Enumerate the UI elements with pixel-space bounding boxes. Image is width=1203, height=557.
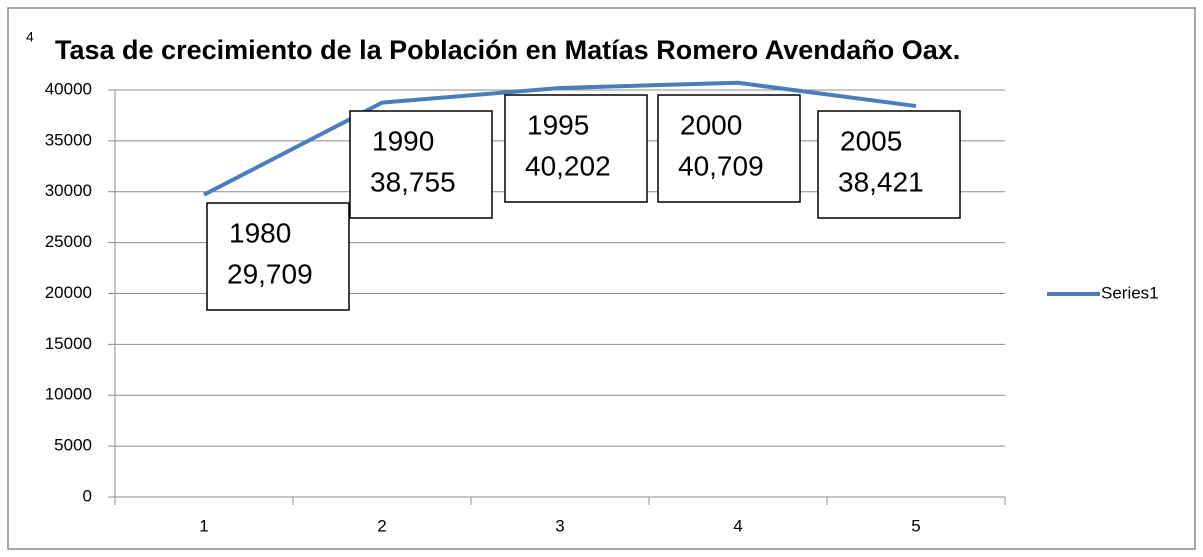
x-tick-label: 3 — [555, 516, 564, 535]
label-year: 2005 — [840, 125, 902, 156]
label-box — [817, 110, 961, 219]
data-label: 29,709 — [227, 258, 313, 289]
label-box — [349, 110, 493, 219]
chart-title: Tasa de crecimiento de la Población en M… — [55, 35, 960, 65]
y-tick-label: 35000 — [45, 130, 92, 149]
y-tick-label: 40000 — [45, 79, 92, 98]
label-year: 1995 — [527, 109, 589, 140]
label-year: 2000 — [680, 109, 742, 140]
x-tick-label: 4 — [733, 516, 742, 535]
y-tick-label: 5000 — [54, 436, 92, 455]
corner-mark: 4 — [26, 29, 34, 45]
x-tick-label: 1 — [199, 516, 208, 535]
data-label: 40,709 — [678, 150, 764, 181]
label-box — [657, 94, 801, 203]
data-line — [203, 80, 917, 197]
chart-frame — [7, 7, 1196, 550]
x-tick-label: 2 — [377, 516, 386, 535]
label-box — [504, 94, 648, 203]
label-year: 1980 — [229, 217, 291, 248]
y-tick-label: 15000 — [45, 334, 92, 353]
legend-label: Series1 — [1101, 283, 1159, 302]
x-tick-label: 5 — [911, 516, 920, 535]
y-tick-label: 30000 — [45, 181, 92, 200]
data-label: 38,755 — [370, 166, 456, 197]
label-box — [206, 202, 350, 311]
data-label: 40,202 — [525, 150, 611, 181]
y-tick-label: 20000 — [45, 283, 92, 302]
y-tick-label: 25000 — [45, 232, 92, 251]
data-label: 38,421 — [838, 166, 924, 197]
y-tick-label: 10000 — [45, 385, 92, 404]
y-tick-label: 0 — [83, 486, 92, 505]
label-year: 1990 — [372, 125, 434, 156]
